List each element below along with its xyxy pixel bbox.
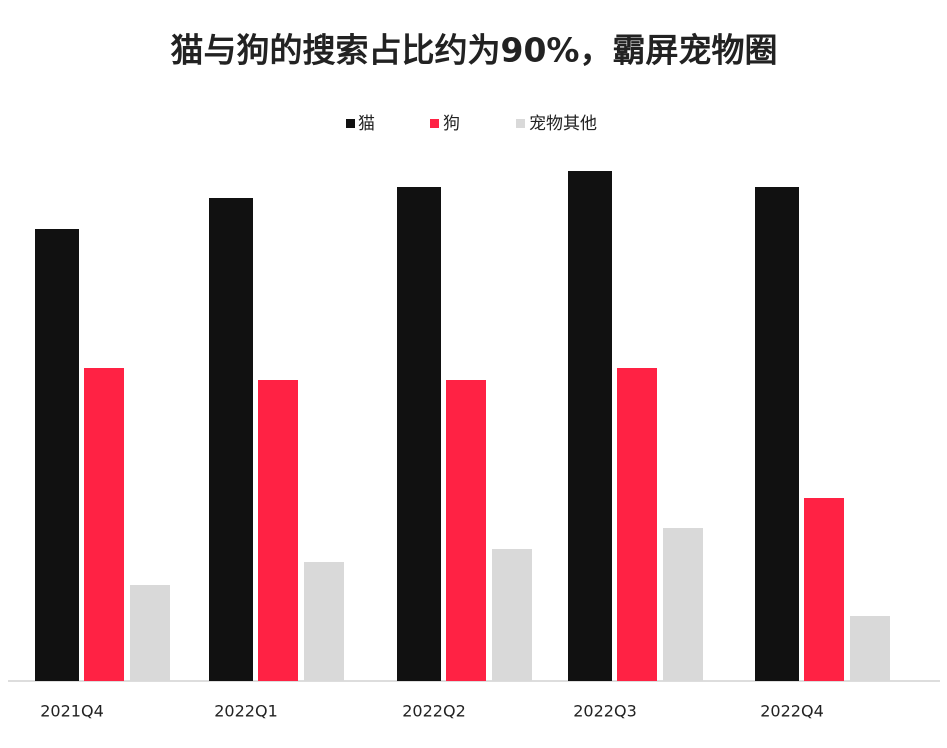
bar (446, 380, 486, 681)
chart-title: 猫与狗的搜索占比约为90%，霸屏宠物圈 (171, 31, 778, 70)
x-tick-label: 2022Q1 (214, 702, 278, 721)
bar (397, 187, 441, 681)
legend-swatch (430, 119, 439, 128)
bar (304, 562, 344, 681)
bar (84, 368, 124, 681)
x-tick-label: 2022Q4 (760, 702, 824, 721)
legend-swatch (516, 119, 525, 128)
bar (258, 380, 298, 681)
bar (850, 616, 890, 681)
bar (617, 368, 657, 681)
bar (130, 585, 170, 681)
x-tick-label: 2021Q4 (40, 702, 104, 721)
bar (35, 229, 79, 681)
legend-label: 宠物其他 (529, 114, 597, 134)
bar (209, 198, 253, 681)
legend-swatch (346, 119, 355, 128)
bar (755, 187, 799, 681)
x-tick-label: 2022Q3 (573, 702, 637, 721)
bar (568, 171, 612, 681)
bar (663, 528, 703, 681)
legend-label: 狗 (443, 114, 460, 134)
bar (492, 549, 532, 681)
legend-label: 猫 (358, 114, 375, 134)
bar (804, 498, 844, 681)
x-tick-label: 2022Q2 (402, 702, 466, 721)
